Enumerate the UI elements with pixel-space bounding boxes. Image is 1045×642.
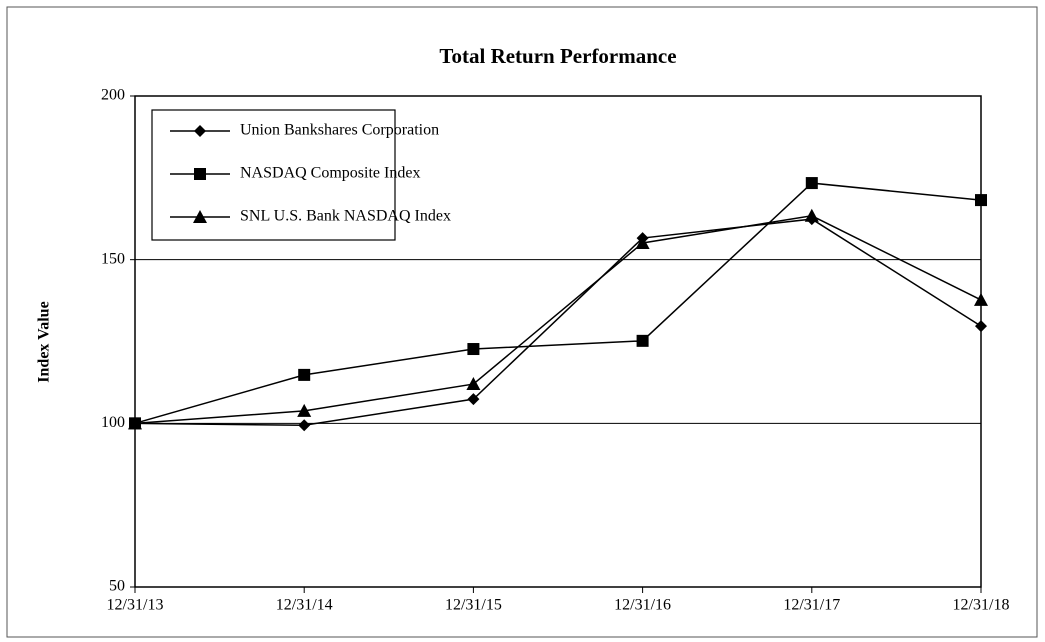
- y-tick-label: 200: [101, 87, 125, 104]
- marker: [194, 168, 206, 180]
- line: [134, 218, 982, 427]
- x-tick-label: 12/31/15: [445, 597, 502, 614]
- marker: [297, 403, 312, 417]
- legend-label: SNL U.S. Bank NASDAQ Index: [240, 208, 451, 225]
- marker: [466, 377, 481, 391]
- chart-title: Total Return Performance: [439, 44, 676, 68]
- marker: [128, 416, 142, 430]
- x-tick-label: 12/31/18: [953, 597, 1010, 614]
- y-tick-label: 50: [109, 578, 125, 595]
- line: [134, 215, 982, 425]
- plot-area: [134, 95, 982, 588]
- marker: [805, 177, 818, 190]
- frame: [6, 6, 1038, 638]
- marker: [636, 334, 649, 347]
- marker: [194, 125, 206, 137]
- marker: [635, 235, 650, 249]
- marker: [467, 343, 480, 356]
- x-tick-label: 12/31/14: [276, 597, 333, 614]
- marker: [467, 393, 480, 406]
- x-tick-label: 12/31/17: [783, 597, 840, 614]
- marker: [298, 419, 311, 432]
- x-tick-label: 12/31/13: [107, 597, 164, 614]
- y-tick-label: 150: [101, 250, 125, 267]
- x-tick-label: 12/31/16: [614, 597, 671, 614]
- line: [134, 182, 982, 425]
- y-axis-label: Index Value: [36, 301, 53, 382]
- marker: [298, 368, 311, 381]
- marker: [193, 210, 207, 223]
- legend-label: Union Bankshares Corporation: [240, 122, 439, 139]
- marker: [974, 292, 988, 306]
- marker: [804, 208, 819, 222]
- marker: [975, 320, 987, 333]
- legend-label: NASDAQ Composite Index: [240, 165, 420, 182]
- marker: [975, 194, 987, 207]
- y-tick-label: 100: [101, 414, 125, 431]
